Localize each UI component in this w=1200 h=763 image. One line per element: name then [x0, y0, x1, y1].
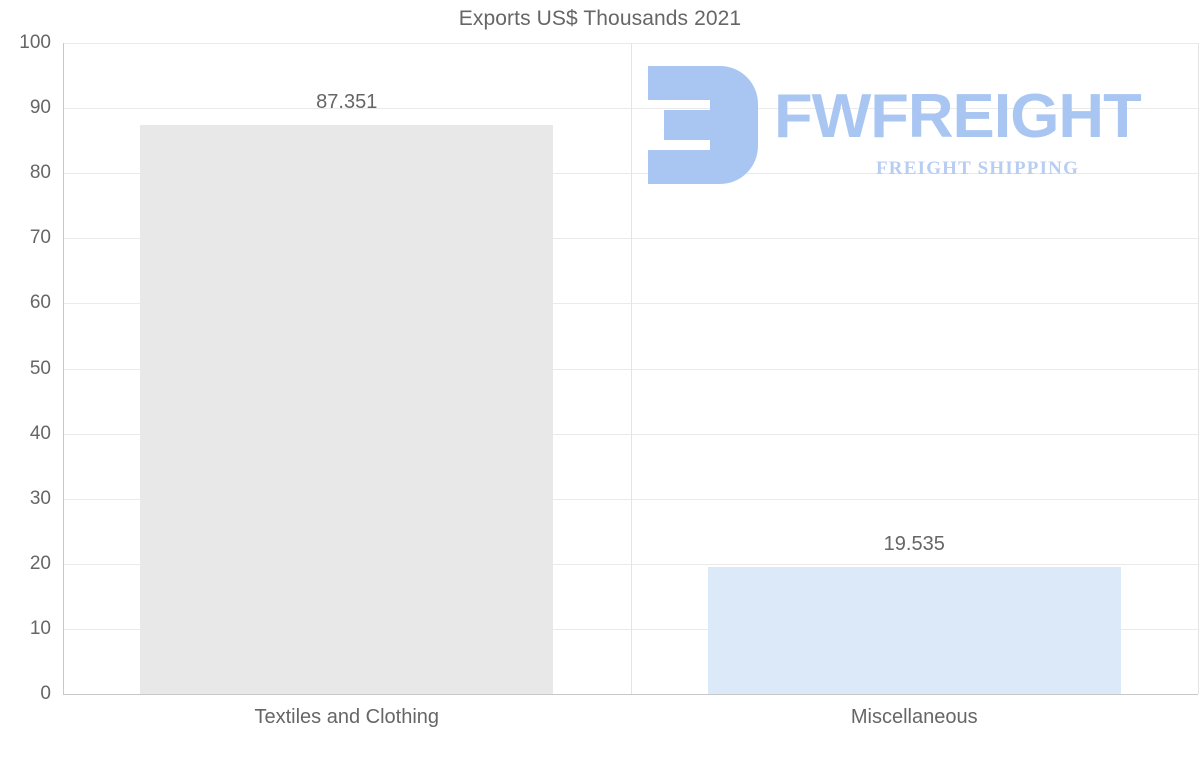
gridline	[63, 303, 1198, 305]
y-axis-tick-label: 40	[29, 422, 51, 444]
plot-area	[63, 43, 1199, 695]
x-axis-tick-label: Miscellaneous	[850, 706, 978, 728]
y-axis-tick-label: 20	[29, 552, 51, 574]
y-axis-line	[63, 43, 64, 695]
gridline	[1198, 43, 1199, 694]
y-axis-tick-label: 60	[29, 292, 51, 314]
bar-value-label: 19.535	[883, 532, 945, 555]
gridline	[63, 694, 1198, 695]
bar[interactable]	[707, 566, 1121, 694]
y-axis-tick-label: 70	[29, 227, 51, 249]
y-axis-tick-label: 100	[19, 32, 51, 53]
bar-value-label: 87.351	[316, 91, 378, 114]
gridline	[631, 43, 632, 694]
gridline	[63, 628, 1198, 630]
bar[interactable]	[140, 125, 554, 694]
y-axis-tick-label: 0	[40, 683, 51, 704]
y-axis-tick-label: 30	[29, 487, 51, 509]
gridline	[63, 43, 1198, 44]
gridline	[63, 498, 1198, 500]
y-axis-tick-label: 90	[29, 97, 51, 119]
gridline	[63, 433, 1198, 435]
x-axis-tick-label: Textiles and Clothing	[254, 706, 440, 728]
y-axis-tick-label: 50	[29, 357, 51, 379]
gridline	[63, 173, 1198, 175]
y-axis-tick-label: 10	[29, 617, 51, 639]
gridline	[63, 238, 1198, 240]
y-axis-tick-label: 80	[29, 162, 51, 184]
gridline	[63, 563, 1198, 565]
gridline	[63, 108, 1198, 110]
gridline	[63, 368, 1198, 370]
chart-title: Exports US$ Thousands 2021	[458, 7, 742, 30]
